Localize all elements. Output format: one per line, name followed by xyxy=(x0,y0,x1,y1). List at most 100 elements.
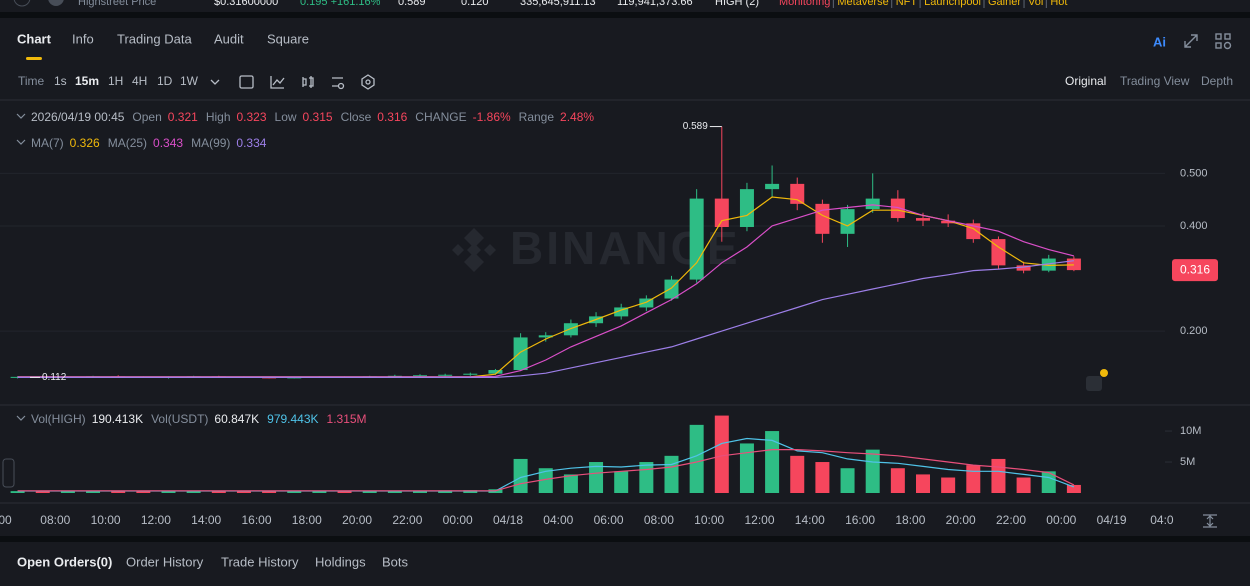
tab[interactable]: Audit xyxy=(214,31,244,46)
view-button[interactable]: Depth xyxy=(1201,74,1233,88)
axis-scale-icon[interactable] xyxy=(1203,514,1217,528)
orders-tab[interactable]: Bots xyxy=(382,554,409,569)
candle-body xyxy=(538,335,553,338)
volume-bar xyxy=(111,491,126,493)
ticker-tag[interactable]: Hot xyxy=(1050,0,1067,8)
low-marker-label: 0.112 xyxy=(42,372,67,383)
interval-button[interactable]: 1s xyxy=(54,74,67,88)
draw-icon[interactable] xyxy=(270,76,285,89)
legend-carets[interactable] xyxy=(16,113,26,421)
interval-button[interactable]: 1W xyxy=(180,74,199,88)
chart-panel xyxy=(0,18,1250,536)
volume-bar xyxy=(35,491,50,493)
layout-icon[interactable] xyxy=(1215,33,1232,50)
ma-line xyxy=(17,260,1074,378)
volume-plot xyxy=(10,415,1081,493)
volume-legend-name: Vol(HIGH) xyxy=(31,412,86,426)
volume-legend-value: 190.413K xyxy=(92,412,143,426)
last-price-tag xyxy=(1172,259,1218,282)
x-tick-label: 14:00 xyxy=(795,513,825,527)
x-tick-label: 08:00 xyxy=(40,513,70,527)
collapse-handle[interactable] xyxy=(2,458,15,488)
ma-legend-name: MA(25) xyxy=(108,136,147,150)
tab[interactable]: Square xyxy=(267,31,309,46)
candle-body xyxy=(790,183,805,204)
x-tick-label: 16:00 xyxy=(845,513,875,527)
info-label: Close xyxy=(341,110,372,124)
orders-tab[interactable]: Open Orders(0) xyxy=(17,554,112,569)
orders-tab[interactable]: Holdings xyxy=(315,554,366,569)
volume-bar xyxy=(136,491,151,493)
indicator-icon[interactable] xyxy=(239,75,254,89)
expand-icon[interactable] xyxy=(1184,34,1198,48)
info-label: Range xyxy=(519,110,555,124)
note-icon[interactable] xyxy=(1086,376,1102,391)
active-tab-indicator xyxy=(25,57,42,60)
coin-icon xyxy=(48,0,64,6)
ma-legend-value: 0.334 xyxy=(236,136,266,150)
volume-bar xyxy=(211,491,226,493)
ticker-tag[interactable]: NFT xyxy=(896,0,918,8)
tab[interactable]: Chart xyxy=(17,31,52,46)
price-plot xyxy=(10,126,1081,379)
volume-legend-value: 60.847K xyxy=(214,412,259,426)
volume-bar xyxy=(438,490,453,493)
ticker-tag[interactable]: Vol xyxy=(1028,0,1043,8)
info-label: Open xyxy=(132,110,161,124)
ticker-price: $0.31600000 xyxy=(214,0,278,8)
view-button[interactable]: Original xyxy=(1065,74,1106,88)
star-icon[interactable] xyxy=(13,0,31,7)
toolbar-icons[interactable] xyxy=(210,74,375,90)
volume-bar xyxy=(991,458,1006,493)
x-tick-label: 20:00 xyxy=(946,513,976,527)
ma-legend-name: MA(99) xyxy=(191,136,230,150)
volume-bar xyxy=(236,491,251,493)
candle-body xyxy=(739,189,754,227)
orders-tab[interactable]: Trade History xyxy=(221,554,299,569)
interval-button[interactable]: 4H xyxy=(132,74,147,88)
x-tick-label: 12:00 xyxy=(141,513,171,527)
hex-icon[interactable] xyxy=(361,74,375,90)
orders-tab[interactable]: Order History xyxy=(126,554,204,569)
ai-button[interactable]: Ai xyxy=(1153,34,1166,49)
ticker-tag[interactable]: Gainer xyxy=(988,0,1021,8)
ticker-bar xyxy=(0,0,1250,12)
tab[interactable]: Trading Data xyxy=(117,31,192,46)
x-tick-label: 04/18 xyxy=(493,513,523,527)
info-value: -1.86% xyxy=(473,110,511,124)
info-value: 2.48% xyxy=(560,110,594,124)
volume-bar xyxy=(815,462,830,493)
candle-type-icon[interactable] xyxy=(302,76,314,88)
x-tick-label: 16:00 xyxy=(241,513,271,527)
x-tick-label: 10:00 xyxy=(91,513,121,527)
ticker-tag[interactable]: Launchpool xyxy=(924,0,981,8)
tab[interactable]: Info xyxy=(72,31,94,46)
volume-bar xyxy=(387,490,402,493)
time-label: Time xyxy=(18,74,45,88)
candle-body xyxy=(941,220,956,224)
volume-ma-line xyxy=(17,449,1075,492)
ticker-tag[interactable]: Monitoring xyxy=(779,0,830,8)
ma-legend-name: MA(7) xyxy=(31,136,64,150)
x-tick-label: 22:00 xyxy=(392,513,422,527)
volume-bar xyxy=(413,490,427,493)
interval-button[interactable]: 1H xyxy=(108,74,123,88)
volume-bar xyxy=(664,455,679,493)
last-price-label: 0.316 xyxy=(1180,262,1210,276)
candle-body xyxy=(1016,265,1031,271)
info-value: 0.316 xyxy=(377,110,407,124)
dropdown-caret[interactable] xyxy=(210,79,220,85)
ticker-low: 0.120 xyxy=(461,0,489,8)
volume-bar xyxy=(790,455,805,493)
ticker-tag[interactable]: Metaverse xyxy=(837,0,888,8)
view-button[interactable]: Trading View xyxy=(1120,74,1190,88)
interval-button[interactable]: 1D xyxy=(157,74,173,88)
volume-bar xyxy=(714,415,729,493)
interval-button[interactable]: 15m xyxy=(75,74,99,88)
candle-body xyxy=(513,337,528,371)
high-marker-label: 0.589 xyxy=(683,121,708,132)
settings-icon[interactable] xyxy=(332,77,343,87)
y-tick-label: 0.200 xyxy=(1180,325,1208,337)
candle-body xyxy=(1066,258,1081,271)
